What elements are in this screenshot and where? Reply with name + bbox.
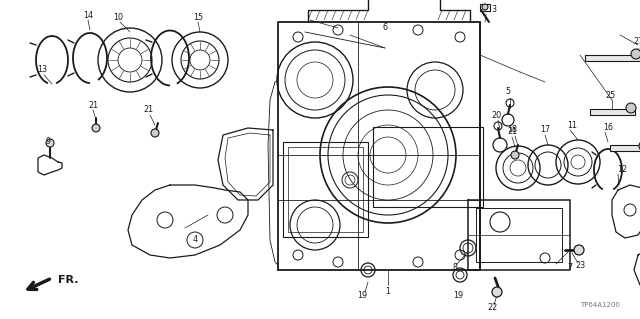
Text: 5: 5 — [506, 87, 511, 97]
Text: 17: 17 — [540, 125, 550, 135]
Text: 22: 22 — [487, 303, 497, 313]
Text: 23: 23 — [575, 261, 585, 270]
Text: 4: 4 — [193, 235, 198, 244]
Text: 1: 1 — [385, 287, 390, 296]
Circle shape — [639, 141, 640, 151]
Text: 21: 21 — [143, 106, 153, 115]
Text: 21: 21 — [88, 101, 98, 110]
Circle shape — [92, 124, 100, 132]
Circle shape — [492, 287, 502, 297]
Bar — [585, 55, 640, 61]
Text: 27: 27 — [633, 38, 640, 47]
Circle shape — [511, 151, 519, 159]
Bar — [283, 142, 368, 237]
Text: 8: 8 — [452, 263, 458, 272]
Bar — [590, 109, 635, 115]
Text: 11: 11 — [567, 122, 577, 130]
Bar — [610, 145, 640, 151]
Circle shape — [626, 103, 636, 113]
Text: FR.: FR. — [58, 275, 79, 285]
Circle shape — [631, 49, 640, 59]
Text: 25: 25 — [605, 92, 615, 100]
Text: 18: 18 — [507, 125, 517, 135]
Text: 13: 13 — [37, 65, 47, 75]
Circle shape — [151, 129, 159, 137]
Circle shape — [482, 4, 488, 10]
Text: 14: 14 — [83, 11, 93, 20]
Text: 15: 15 — [193, 13, 203, 23]
Text: 6: 6 — [383, 24, 387, 33]
Text: 21: 21 — [507, 128, 517, 137]
Text: 19: 19 — [453, 291, 463, 300]
Text: 10: 10 — [113, 13, 123, 23]
Text: 20: 20 — [491, 112, 501, 121]
Text: 7: 7 — [568, 263, 573, 272]
Text: 12: 12 — [617, 166, 627, 174]
Text: 9: 9 — [45, 137, 51, 146]
Text: TP64A1200: TP64A1200 — [580, 302, 620, 308]
Text: 19: 19 — [357, 291, 367, 300]
Bar — [373, 127, 483, 207]
Circle shape — [46, 139, 54, 147]
Text: 3: 3 — [492, 5, 497, 14]
Bar — [288, 147, 363, 232]
Bar — [480, 4, 490, 11]
Circle shape — [574, 245, 584, 255]
Text: 16: 16 — [603, 123, 613, 132]
